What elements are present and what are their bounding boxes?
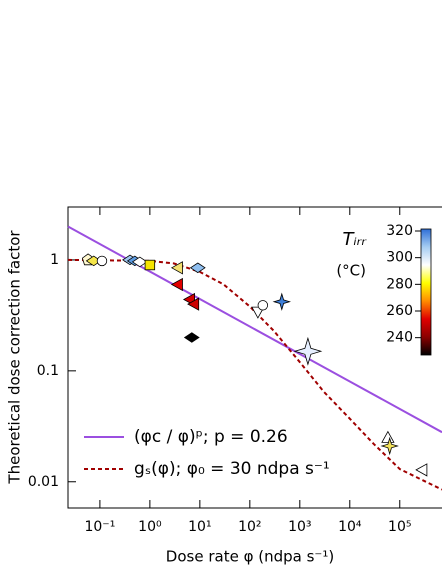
- x-tick-label: 10⁵: [388, 519, 411, 535]
- data-point: [183, 332, 200, 343]
- plot-frame: [67, 206, 442, 509]
- y-tick-label: 1: [50, 252, 59, 268]
- y-tick-label: 0.01: [28, 474, 59, 490]
- x-tick-label: 10¹: [188, 519, 211, 535]
- x-axis-label: Dose rate φ (ndpa s⁻¹): [166, 548, 334, 566]
- x-tick-label: 10⁻¹: [84, 519, 115, 535]
- legend-label: gₛ(φ); φ₀ = 30 ndpa s⁻¹: [134, 459, 330, 479]
- data-point: [170, 261, 183, 275]
- legend-label: (φc / φ)ᵖ; p = 0.26: [134, 427, 288, 447]
- data-point: [96, 255, 108, 267]
- colorbar-tick-label: 300: [386, 250, 413, 266]
- data-point: [257, 300, 269, 311]
- data-point: [380, 436, 399, 456]
- fit-line: [67, 258, 442, 491]
- x-tick-label: 10⁴: [338, 519, 362, 535]
- data-point: [293, 336, 323, 366]
- colorbar-tick-label: 320: [386, 223, 413, 239]
- data-point: [381, 430, 395, 443]
- colorbar-tick-label: 280: [386, 276, 413, 292]
- data-point: [170, 277, 183, 292]
- colorbar-tick-label: 260: [386, 303, 413, 319]
- data-point: [131, 256, 148, 268]
- x-tick-label: 10⁰: [138, 519, 162, 535]
- x-tick-label: 10²: [238, 519, 261, 535]
- y-axis-label: Theoretical dose correction factor: [6, 230, 24, 485]
- data-point: [187, 297, 200, 311]
- colorbar-title: Tᵢᵣᵣ: [342, 229, 367, 250]
- colorbar-tick-label: 240: [386, 330, 413, 346]
- data-point: [272, 292, 291, 311]
- x-tick-label: 10³: [288, 519, 311, 535]
- data-point: [189, 262, 206, 274]
- data-point: [415, 463, 428, 477]
- y-tick-label: 0.1: [37, 363, 59, 379]
- colorbar: [420, 228, 432, 356]
- data-point: [144, 259, 156, 271]
- colorbar-unit: (°C): [336, 262, 366, 280]
